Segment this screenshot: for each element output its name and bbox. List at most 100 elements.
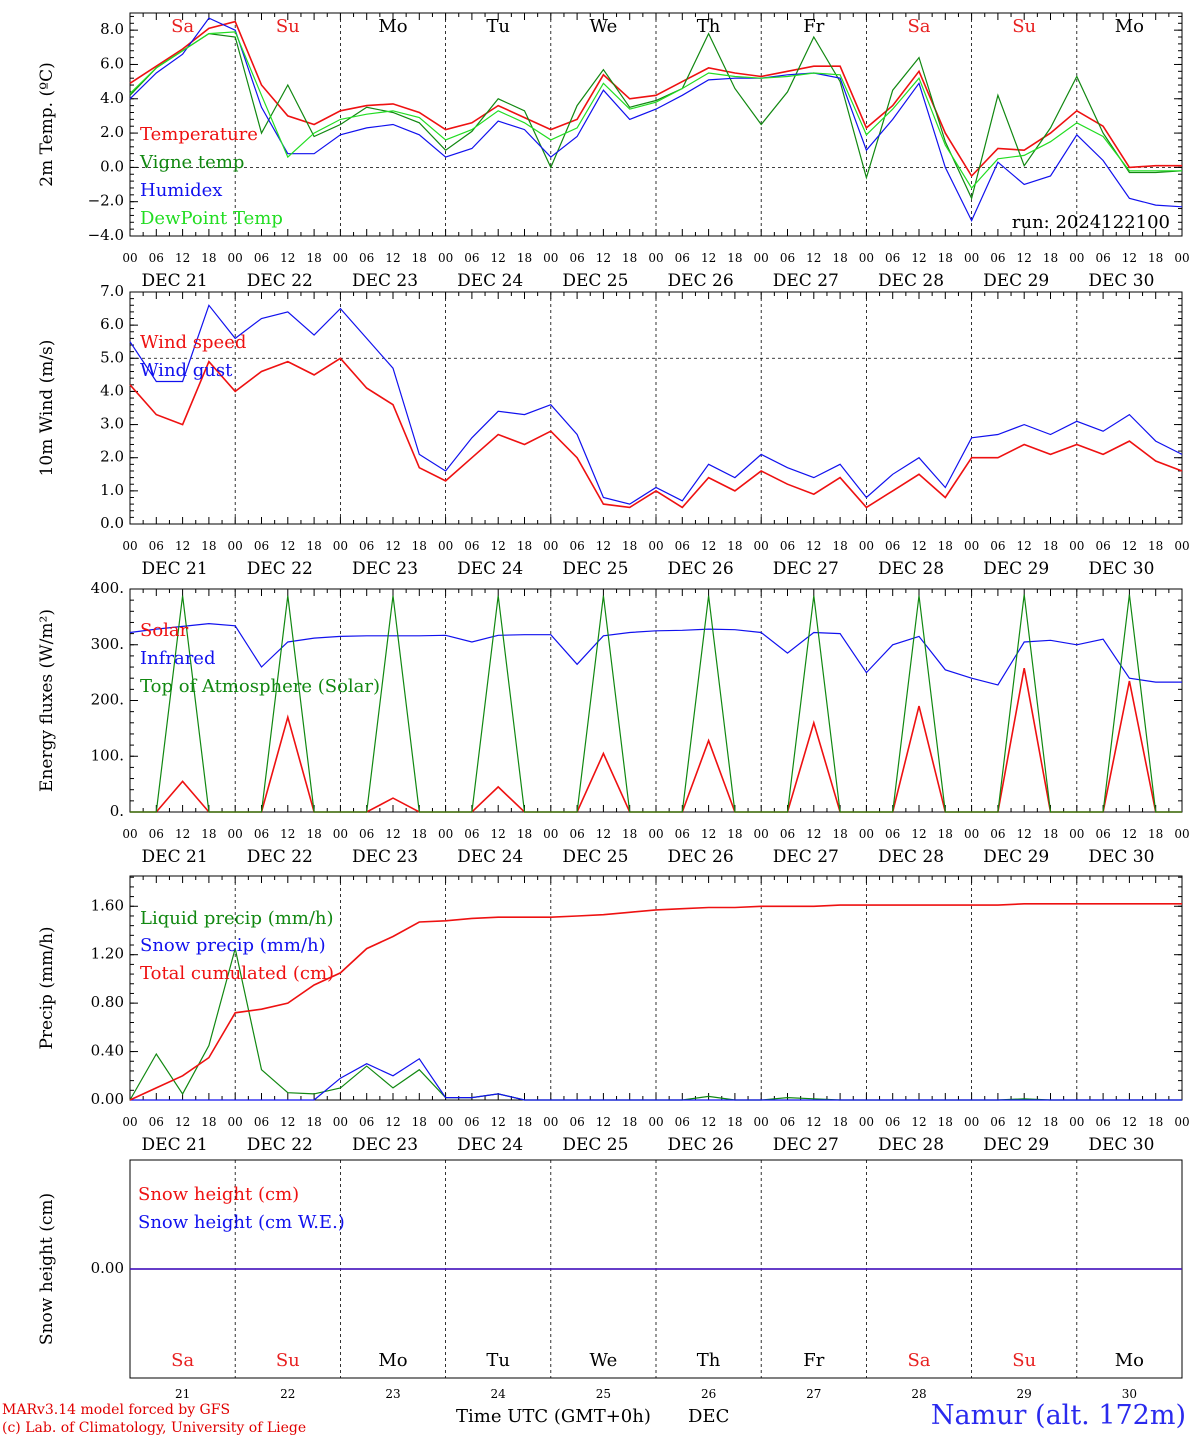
hour-label: 18: [201, 827, 216, 841]
hour-label: 06: [569, 251, 584, 265]
date-label: DEC 30: [1088, 559, 1154, 579]
y-tick-label: 1.0: [100, 481, 124, 499]
hour-label: 06: [1095, 827, 1110, 841]
panel-2: 7.0 6.0 5.0 4.0 3.0 2.0 1.0 0.0 10m Wind (m/s) Wi…: [37, 282, 1190, 579]
hour-label: 18: [412, 251, 427, 265]
date-label: DEC 23: [352, 271, 418, 291]
day-number: 29: [1017, 1387, 1032, 1401]
hour-label: 18: [727, 539, 742, 553]
day-number: 24: [491, 1387, 507, 1401]
x-axis-title: Time UTC (GMT+0h): [456, 1406, 651, 1427]
y-tick-label: 400.: [91, 579, 124, 597]
date-label: DEC 28: [878, 271, 944, 291]
hour-label: 18: [201, 251, 216, 265]
hour-label: 00: [543, 251, 558, 265]
hour-label: 00: [648, 827, 663, 841]
hour-label: 12: [1122, 539, 1137, 553]
hour-label: 00: [964, 827, 979, 841]
date-label: DEC 24: [457, 847, 523, 867]
hour-label: 06: [675, 539, 690, 553]
date-label: DEC 21: [142, 1135, 208, 1155]
hour-label: 06: [254, 827, 269, 841]
day-name-bottom: Th: [697, 1350, 721, 1371]
hour-label: 06: [990, 539, 1005, 553]
y-tick-label: 4.0: [100, 89, 124, 107]
run-label: run: 2024122100: [1012, 212, 1170, 233]
hour-label: 12: [385, 827, 400, 841]
hour-label: 06: [675, 251, 690, 265]
day-number: 25: [596, 1387, 611, 1401]
y-tick-label: 4.0: [100, 381, 124, 399]
hour-label: 00: [438, 827, 453, 841]
hour-label: 12: [280, 1115, 295, 1129]
legend-entry: Wind gust: [140, 360, 233, 381]
day-number: 28: [911, 1387, 926, 1401]
hour-label: 12: [911, 1115, 926, 1129]
hour-label: 06: [359, 539, 374, 553]
hour-label: 00: [543, 827, 558, 841]
date-label: DEC 22: [247, 1135, 313, 1155]
hour-label: 12: [1122, 827, 1137, 841]
hour-label: 00: [754, 251, 769, 265]
hour-label: 18: [517, 1115, 532, 1129]
day-name-bottom: Mo: [378, 1350, 407, 1371]
hour-label: 06: [464, 1115, 479, 1129]
hour-label: 18: [517, 539, 532, 553]
y-tick-label: 100.: [91, 746, 124, 764]
site-label: Namur (alt. 172m): [930, 1400, 1186, 1431]
series-line: [129, 20, 1182, 178]
hour-label: 18: [832, 827, 847, 841]
hour-label: 00: [1069, 251, 1084, 265]
y-tick-label: 0.0: [100, 514, 124, 532]
hour-label: 12: [1017, 251, 1032, 265]
hour-label: 06: [1095, 539, 1110, 553]
hour-label: 06: [149, 827, 164, 841]
day-name-top: Mo: [378, 16, 407, 37]
plot-frame: [129, 12, 1183, 237]
date-label: DEC 26: [668, 559, 734, 579]
hour-label: 12: [491, 827, 506, 841]
hour-label: 18: [201, 1115, 216, 1129]
hour-label: 06: [780, 827, 795, 841]
day-name-top: Th: [697, 16, 721, 37]
hour-label: 18: [727, 1115, 742, 1129]
legend-entry: Solar: [140, 620, 189, 641]
hour-label: 12: [596, 827, 611, 841]
date-label: DEC 30: [1088, 271, 1154, 291]
hour-label: 06: [990, 1115, 1005, 1129]
date-label: DEC 27: [773, 1135, 839, 1155]
hour-label: 00: [859, 539, 874, 553]
day-name-top: Fr: [803, 16, 824, 37]
hour-label: 06: [885, 827, 900, 841]
hour-label: 18: [938, 1115, 953, 1129]
date-label: DEC 24: [457, 1135, 523, 1155]
legend-entry: Top of Atmosphere (Solar): [140, 676, 380, 697]
hour-label: 18: [412, 539, 427, 553]
series-line: [130, 1057, 1182, 1101]
hour-label: 06: [780, 1115, 795, 1129]
date-label: DEC 22: [247, 271, 313, 291]
hour-label: 12: [911, 827, 926, 841]
date-label: DEC 30: [1088, 847, 1154, 867]
day-number: 21: [175, 1387, 190, 1401]
hour-label: 00: [228, 539, 243, 553]
hour-label: 06: [254, 1115, 269, 1129]
legend-entry: Vigne temp: [139, 152, 244, 173]
hour-label: 18: [1043, 1115, 1058, 1129]
y-tick-label: 0.80: [91, 993, 124, 1011]
hour-label: 18: [832, 1115, 847, 1129]
hour-label: 06: [359, 1115, 374, 1129]
hour-label: 18: [622, 1115, 637, 1129]
day-name-top: Mo: [1115, 16, 1144, 37]
date-label: DEC 29: [983, 1135, 1049, 1155]
date-label: DEC 21: [142, 847, 208, 867]
hour-label: 18: [1043, 251, 1058, 265]
hour-label: 18: [832, 539, 847, 553]
date-label: DEC 24: [457, 559, 523, 579]
y-tick-label: 3.0: [100, 415, 124, 433]
panel-3: 400. 300. 200. 100. 0. Energy fluxes (W/m²) So…: [37, 579, 1190, 867]
hour-label: 06: [569, 539, 584, 553]
day-name-top: We: [590, 16, 618, 37]
y-tick-label: 0.40: [91, 1042, 124, 1060]
hour-label: 06: [359, 827, 374, 841]
